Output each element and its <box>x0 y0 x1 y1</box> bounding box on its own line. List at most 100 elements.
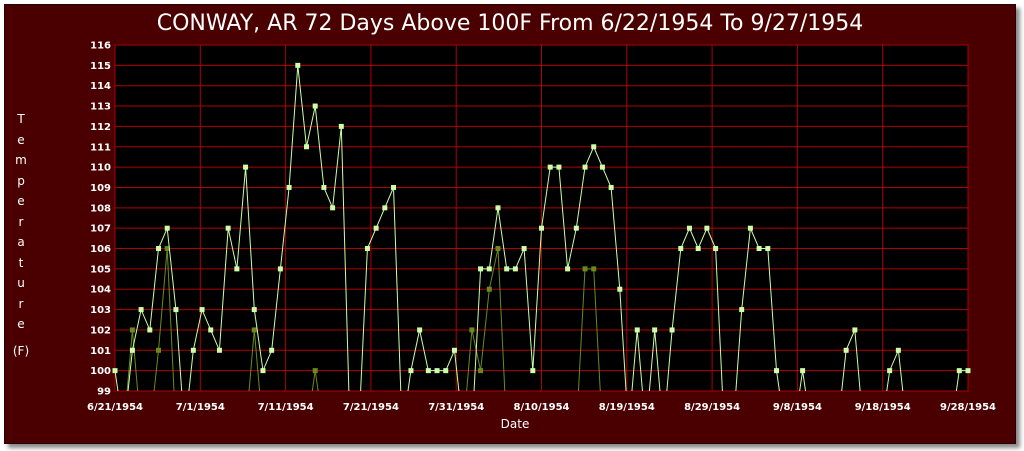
max-temp-point <box>678 246 684 252</box>
chart-title: CONWAY, AR 72 Days Above 100F From 6/22/… <box>156 11 864 36</box>
max-temp-point <box>765 246 771 252</box>
min-temp-point <box>156 347 162 353</box>
min-temp-point <box>591 266 597 272</box>
y-tick-label: 108 <box>90 203 111 214</box>
max-temp-point <box>364 246 370 252</box>
y-tick-label: 115 <box>90 61 111 72</box>
max-temp-point <box>539 225 544 231</box>
max-temp-point <box>408 368 414 374</box>
max-temp-point <box>599 164 605 170</box>
min-temp-point <box>312 368 318 374</box>
max-temp-point <box>512 266 518 272</box>
x-tick-label: 9/8/1954 <box>773 402 822 413</box>
max-temp-point <box>243 164 249 170</box>
max-temp-point <box>608 184 614 190</box>
y-axis-label-letter: e <box>17 317 25 331</box>
max-temp-point <box>225 225 231 231</box>
max-temp-point <box>800 368 806 374</box>
y-axis-label-letter: r <box>18 214 24 229</box>
y-tick-label: 103 <box>90 305 111 316</box>
min-temp-point <box>495 246 501 252</box>
max-temp-point <box>451 347 457 353</box>
max-temp-point <box>112 368 118 374</box>
y-tick-label: 113 <box>90 102 111 113</box>
max-temp-point <box>373 225 379 231</box>
max-temp-point <box>295 62 301 68</box>
min-temp-point <box>251 327 257 333</box>
y-axis-label-letter: m <box>15 153 27 167</box>
min-temp-point <box>486 286 492 292</box>
max-temp-point <box>382 205 388 211</box>
max-temp-point <box>617 286 623 292</box>
max-temp-point <box>565 266 571 272</box>
max-temp-point <box>747 225 753 231</box>
max-temp-point <box>591 144 597 150</box>
x-tick-label: 8/29/1954 <box>684 402 740 413</box>
max-temp-point <box>504 266 510 272</box>
max-temp-point <box>956 368 962 374</box>
max-temp-point <box>713 246 719 252</box>
y-tick-label: 101 <box>90 346 111 357</box>
y-tick-label: 111 <box>90 142 111 153</box>
max-temp-point <box>190 347 196 353</box>
y-axis-label-letter: u <box>17 276 25 290</box>
y-axis-label-letter: t <box>18 255 24 270</box>
max-temp-point <box>277 266 283 272</box>
max-temp-point <box>486 266 492 272</box>
y-axis-unit: (F) <box>12 343 30 358</box>
y-tick-label: 99 <box>97 387 111 398</box>
max-temp-point <box>521 246 527 252</box>
max-temp-point <box>652 327 658 333</box>
chart-frame: CONWAY, AR 72 Days Above 100F From 6/22/… <box>4 4 1016 444</box>
y-tick-label: 112 <box>90 122 111 133</box>
y-tick-label: 106 <box>90 244 111 255</box>
y-axis-label-letter: e <box>17 132 25 147</box>
max-temp-point <box>739 307 745 313</box>
max-temp-point <box>530 368 536 374</box>
max-temp-point <box>669 327 675 333</box>
max-temp-point <box>156 246 162 252</box>
max-temp-point <box>556 164 562 170</box>
max-temp-point <box>312 103 318 109</box>
min-temp-line <box>126 248 601 391</box>
max-temp-point <box>478 266 484 272</box>
max-temp-point <box>843 347 849 353</box>
max-temp-point <box>129 347 135 353</box>
max-temp-point <box>495 205 501 211</box>
max-temp-point <box>887 368 893 374</box>
max-temp-point <box>208 327 214 333</box>
max-temp-point <box>260 368 266 374</box>
y-tick-label: 107 <box>90 224 111 235</box>
min-temp-point <box>478 368 484 374</box>
x-tick-label: 8/10/1954 <box>513 402 569 413</box>
max-temp-point <box>173 307 179 313</box>
max-temp-point <box>286 184 292 190</box>
max-temp-point <box>138 307 144 313</box>
max-temp-point <box>695 246 701 252</box>
x-tick-label: 9/28/1954 <box>940 402 996 413</box>
max-temp-point <box>164 225 170 231</box>
x-tick-label: 7/11/1954 <box>258 402 314 413</box>
y-axis-label-letter: r <box>18 296 24 311</box>
max-temp-point <box>303 144 309 150</box>
min-temp-point <box>164 246 170 252</box>
x-tick-label: 7/31/1954 <box>428 402 484 413</box>
y-axis-label-letter: e <box>17 194 25 208</box>
max-temp-point <box>573 225 579 231</box>
y-tick-label: 104 <box>90 285 111 296</box>
max-temp-point <box>443 368 449 374</box>
y-tick-label: 100 <box>90 366 111 377</box>
max-temp-point <box>330 205 336 211</box>
max-temp-point <box>391 184 397 190</box>
max-temp-point <box>269 347 275 353</box>
line-chart: 99 100 101 102 103 104 105 106 107 108 109 110 111 11… <box>87 41 996 414</box>
x-tick-label: 8/19/1954 <box>599 402 655 413</box>
max-temp-point <box>199 307 205 313</box>
max-temp-point <box>234 266 240 272</box>
y-axis-label-letter: T <box>17 112 25 126</box>
max-temp-point <box>774 368 780 374</box>
x-tick-label: 9/18/1954 <box>855 402 911 413</box>
x-tick-label: 7/1/1954 <box>176 402 225 413</box>
x-tick-label: 7/21/1954 <box>343 402 399 413</box>
